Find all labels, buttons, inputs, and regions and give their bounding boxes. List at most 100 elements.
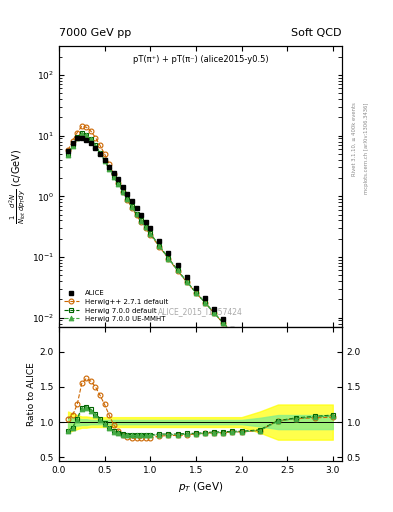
Herwig 7.0.0 default — [107, 166, 112, 172]
Herwig 7.0.0 default — [175, 267, 180, 273]
Herwig++ 2.7.1 default — [139, 219, 143, 225]
Herwig 7.0.0 UE-MMHT — [166, 255, 171, 262]
Herwig 7.0.0 UE-MMHT — [116, 181, 121, 187]
Herwig 7.0.0 UE-MMHT — [312, 403, 317, 410]
Herwig 7.0.0 default — [331, 418, 335, 424]
Herwig 7.0.0 UE-MMHT — [212, 310, 217, 316]
Herwig 7.0.0 UE-MMHT — [184, 279, 189, 285]
Herwig 7.0.0 UE-MMHT — [121, 189, 125, 195]
Text: ALICE_2015_I1357424: ALICE_2015_I1357424 — [158, 307, 243, 316]
Herwig++ 2.7.1 default — [70, 138, 75, 144]
Herwig 7.0.0 default — [148, 230, 152, 237]
Herwig++ 2.7.1 default — [84, 124, 89, 131]
Herwig++ 2.7.1 default — [294, 388, 299, 394]
Herwig 7.0.0 default — [125, 196, 130, 202]
Herwig++ 2.7.1 default — [175, 268, 180, 274]
Herwig 7.0.0 UE-MMHT — [88, 136, 93, 142]
Herwig++ 2.7.1 default — [193, 290, 198, 296]
Herwig++ 2.7.1 default — [239, 338, 244, 345]
Herwig 7.0.0 UE-MMHT — [193, 290, 198, 296]
Herwig 7.0.0 default — [212, 310, 217, 316]
Herwig 7.0.0 default — [79, 130, 84, 136]
Herwig++ 2.7.1 default — [75, 130, 79, 136]
Herwig++ 2.7.1 default — [88, 128, 93, 134]
Legend: ALICE, Herwig++ 2.7.1 default, Herwig 7.0.0 default, Herwig 7.0.0 UE-MMHT: ALICE, Herwig++ 2.7.1 default, Herwig 7.… — [61, 287, 171, 325]
Line: Herwig 7.0.0 UE-MMHT: Herwig 7.0.0 UE-MMHT — [66, 131, 335, 423]
Herwig 7.0.0 UE-MMHT — [111, 174, 116, 180]
Herwig 7.0.0 UE-MMHT — [102, 158, 107, 164]
Herwig 7.0.0 UE-MMHT — [130, 204, 134, 210]
Herwig 7.0.0 UE-MMHT — [93, 143, 98, 149]
Herwig++ 2.7.1 default — [257, 357, 262, 363]
Herwig 7.0.0 default — [257, 356, 262, 362]
X-axis label: $p_{T}$ (GeV): $p_{T}$ (GeV) — [178, 480, 223, 494]
Herwig 7.0.0 default — [184, 279, 189, 285]
Herwig 7.0.0 default — [193, 289, 198, 295]
Text: 7000 GeV pp: 7000 GeV pp — [59, 28, 131, 38]
Y-axis label: $\frac{1}{N_{tot}}\frac{d^2N}{dp_{T}dy}$ (c/GeV): $\frac{1}{N_{tot}}\frac{d^2N}{dp_{T}dy}$… — [7, 149, 28, 224]
Herwig++ 2.7.1 default — [203, 300, 208, 306]
Herwig++ 2.7.1 default — [212, 310, 217, 316]
Herwig 7.0.0 default — [98, 150, 103, 156]
Text: Soft QCD: Soft QCD — [292, 28, 342, 38]
Herwig 7.0.0 UE-MMHT — [157, 243, 162, 249]
Herwig 7.0.0 default — [93, 142, 98, 148]
Herwig++ 2.7.1 default — [102, 151, 107, 157]
Herwig 7.0.0 UE-MMHT — [230, 329, 235, 335]
Herwig++ 2.7.1 default — [79, 123, 84, 130]
Herwig 7.0.0 default — [84, 132, 89, 138]
Herwig 7.0.0 default — [275, 371, 280, 377]
Herwig 7.0.0 default — [121, 188, 125, 195]
Text: Rivet 3.1.10, ≥ 400k events: Rivet 3.1.10, ≥ 400k events — [352, 102, 357, 176]
Herwig 7.0.0 UE-MMHT — [75, 135, 79, 141]
Herwig++ 2.7.1 default — [121, 189, 125, 195]
Herwig 7.0.0 UE-MMHT — [143, 224, 148, 230]
Herwig++ 2.7.1 default — [116, 180, 121, 186]
Herwig 7.0.0 default — [130, 203, 134, 209]
Herwig 7.0.0 default — [75, 134, 79, 140]
Herwig 7.0.0 default — [102, 157, 107, 163]
Herwig++ 2.7.1 default — [312, 403, 317, 410]
Herwig 7.0.0 default — [134, 210, 139, 217]
Herwig 7.0.0 UE-MMHT — [148, 230, 152, 237]
Herwig 7.0.0 UE-MMHT — [331, 418, 335, 424]
Herwig 7.0.0 default — [88, 136, 93, 142]
Herwig 7.0.0 UE-MMHT — [139, 218, 143, 224]
Herwig 7.0.0 default — [143, 224, 148, 230]
Herwig 7.0.0 UE-MMHT — [84, 132, 89, 138]
Herwig 7.0.0 UE-MMHT — [125, 196, 130, 202]
Herwig 7.0.0 default — [230, 329, 235, 335]
Herwig 7.0.0 default — [111, 174, 116, 180]
Herwig++ 2.7.1 default — [125, 197, 130, 203]
Herwig 7.0.0 UE-MMHT — [66, 152, 70, 158]
Herwig++ 2.7.1 default — [130, 205, 134, 211]
Herwig 7.0.0 UE-MMHT — [98, 150, 103, 156]
Herwig 7.0.0 UE-MMHT — [221, 320, 226, 326]
Herwig++ 2.7.1 default — [66, 147, 70, 153]
Herwig++ 2.7.1 default — [157, 244, 162, 250]
Herwig 7.0.0 default — [139, 217, 143, 223]
Herwig++ 2.7.1 default — [221, 320, 226, 326]
Herwig 7.0.0 default — [203, 300, 208, 306]
Y-axis label: Ratio to ALICE: Ratio to ALICE — [27, 362, 35, 426]
Herwig 7.0.0 default — [70, 142, 75, 148]
Herwig++ 2.7.1 default — [98, 142, 103, 148]
Herwig++ 2.7.1 default — [275, 371, 280, 377]
Herwig 7.0.0 UE-MMHT — [275, 371, 280, 377]
Herwig++ 2.7.1 default — [143, 225, 148, 231]
Herwig 7.0.0 default — [221, 320, 226, 326]
Herwig 7.0.0 default — [116, 181, 121, 187]
Herwig 7.0.0 UE-MMHT — [294, 388, 299, 394]
Herwig 7.0.0 UE-MMHT — [79, 131, 84, 137]
Herwig++ 2.7.1 default — [107, 161, 112, 167]
Herwig++ 2.7.1 default — [134, 212, 139, 219]
Herwig++ 2.7.1 default — [111, 172, 116, 178]
Herwig 7.0.0 UE-MMHT — [70, 143, 75, 149]
Herwig++ 2.7.1 default — [93, 135, 98, 141]
Herwig 7.0.0 default — [166, 255, 171, 261]
Herwig 7.0.0 UE-MMHT — [107, 166, 112, 172]
Text: mcplots.cern.ch [arXiv:1306.3436]: mcplots.cern.ch [arXiv:1306.3436] — [364, 102, 369, 194]
Herwig 7.0.0 default — [157, 243, 162, 249]
Herwig 7.0.0 default — [294, 387, 299, 393]
Line: Herwig 7.0.0 default: Herwig 7.0.0 default — [66, 131, 335, 423]
